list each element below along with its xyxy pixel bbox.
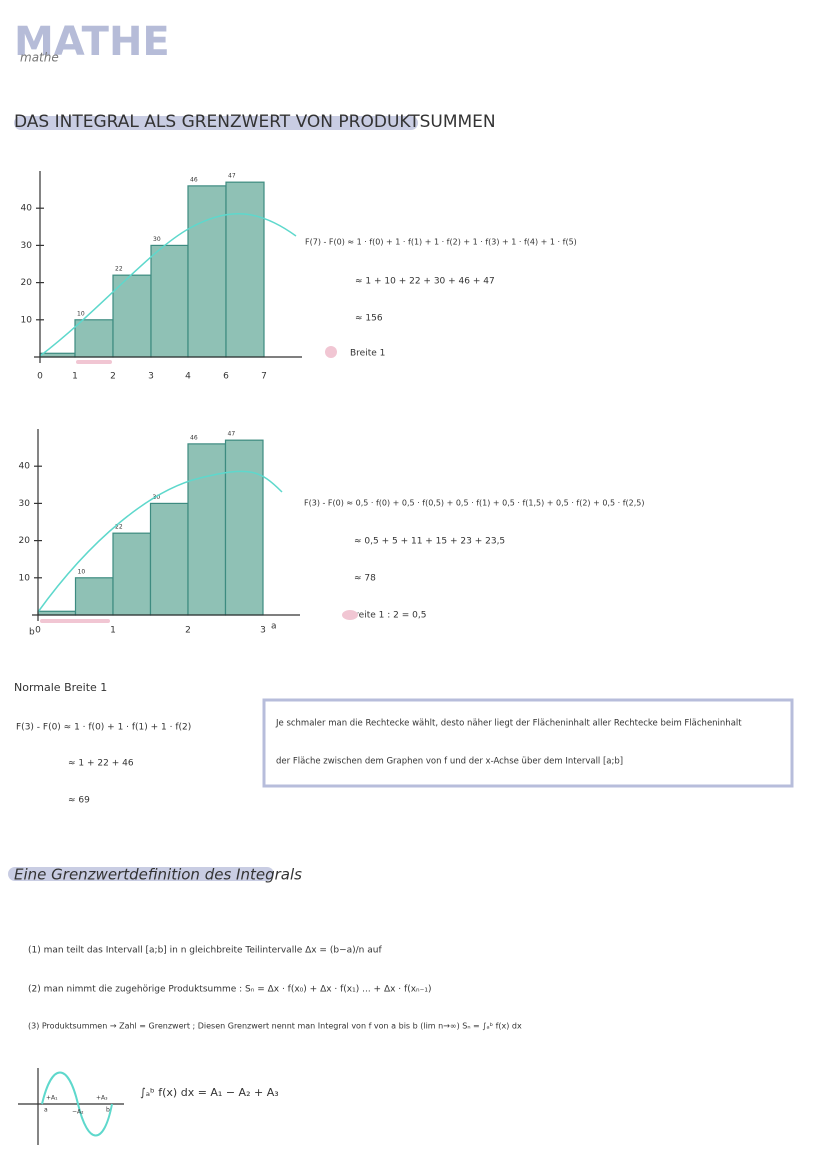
x-tick-label: 2: [110, 372, 116, 382]
formula: ∫ₐᵇ f(x) dx = A₁ − A₂ + A₃: [140, 1086, 279, 1099]
list-item: (1) man teilt das Intervall [a;b] in n g…: [28, 946, 382, 956]
bar: [225, 181, 265, 358]
curve: [37, 470, 283, 613]
bar-label: 46: [190, 434, 198, 441]
normal-result: ≈ 69: [68, 796, 90, 806]
bar: [187, 443, 227, 616]
note-box: [262, 698, 794, 788]
box-text: der Fläche zwischen dem Graphen von f un…: [276, 757, 623, 767]
note-legend: Breite 1: [350, 349, 385, 359]
note-result: ≈ 78: [354, 574, 376, 584]
page-title: MATHE: [14, 19, 170, 65]
highlight: [40, 619, 110, 623]
bar-label: 22: [115, 266, 123, 273]
y-tick-label: 10: [19, 573, 31, 583]
x-tick-label: 6: [223, 372, 229, 382]
x-tick-label: 4: [185, 372, 191, 382]
sketch-label: −A₂: [72, 1109, 84, 1116]
x-tick-label: 1: [110, 626, 116, 636]
curve: [41, 1071, 113, 1137]
bar-label: 22: [115, 524, 123, 531]
bar: [74, 577, 114, 616]
sine-sketch: [18, 1068, 124, 1145]
bar: [150, 244, 189, 358]
bar-label: 47: [228, 173, 236, 180]
note-legend: Breite 1 : 2 = 0,5: [349, 611, 426, 621]
highlight: [76, 360, 112, 364]
bar-label: 46: [190, 176, 198, 183]
y-tick-label: 40: [19, 462, 31, 472]
bar: [74, 319, 114, 358]
bar: [112, 532, 152, 616]
bar-label: 30: [153, 494, 161, 501]
y-tick-label: 10: [21, 315, 33, 325]
legend-swatch: [342, 610, 358, 620]
x-tick-label: 7: [261, 372, 267, 382]
normal-terms: ≈ 1 + 22 + 46: [68, 759, 134, 769]
sketch-label: a: [44, 1107, 48, 1114]
bar: [224, 439, 264, 616]
section-title: DAS INTEGRAL ALS GRENZWERT VON PRODUKTSU…: [14, 112, 496, 132]
y-tick-label: 40: [21, 204, 33, 214]
note-terms: ≈ 0,5 + 5 + 11 + 15 + 23 + 23,5: [354, 537, 505, 547]
x-tick-label: 3: [260, 626, 266, 636]
note-terms: ≈ 1 + 10 + 22 + 30 + 46 + 47: [355, 277, 495, 287]
legend-swatch: [325, 346, 337, 358]
y-tick-label: 20: [21, 278, 33, 288]
title-highlight: [14, 116, 418, 130]
bar-label: 10: [78, 568, 86, 575]
y-tick-label: 20: [19, 536, 31, 546]
sketch-label: +A₁: [46, 1095, 58, 1102]
x-end-label: a: [271, 622, 277, 632]
list-item: (2) man nimmt die zugehörige Produktsumm…: [28, 985, 432, 995]
bar: [149, 502, 189, 616]
bar: [187, 185, 227, 358]
x-tick-label: 1: [72, 372, 78, 382]
normal-sum: F(3) - F(0) ≈ 1 · f(0) + 1 · f(1) + 1 · …: [16, 723, 191, 733]
bar-label: 30: [153, 236, 161, 243]
note-sum: F(3) - F(0) ≈ 0,5 · f(0) + 0,5 · f(0,5) …: [304, 499, 644, 508]
bar: [112, 274, 152, 358]
x-tick-label: 2: [185, 626, 191, 636]
x-tick-label: 0: [35, 626, 41, 636]
box-text: Je schmaler man die Rechtecke wählt, des…: [275, 719, 742, 729]
sketch-label: +A₃: [96, 1095, 108, 1102]
y-tick-label: 30: [19, 499, 31, 509]
title-highlight: [8, 867, 274, 881]
y-tick-label: 30: [21, 241, 33, 251]
sketch-label: b: [106, 1107, 110, 1114]
note-sum: F(7) - F(0) ≈ 1 · f(0) + 1 · f(1) + 1 · …: [305, 238, 577, 247]
x-tick-label: 0: [37, 372, 43, 382]
x-end-label: b: [29, 628, 35, 638]
curve: [39, 212, 297, 357]
x-tick-label: 3: [148, 372, 154, 382]
section-title: Eine Grenzwertdefinition des Integrals: [14, 866, 302, 884]
page-subtitle: mathe: [20, 51, 59, 65]
note-result: ≈ 156: [355, 314, 383, 324]
bar-label: 47: [228, 431, 236, 438]
normal-title: Normale Breite 1: [14, 681, 107, 694]
bar-label: 10: [77, 310, 85, 317]
list-item: (3) Produktsummen → Zahl = Grenzwert ; D…: [28, 1022, 522, 1031]
